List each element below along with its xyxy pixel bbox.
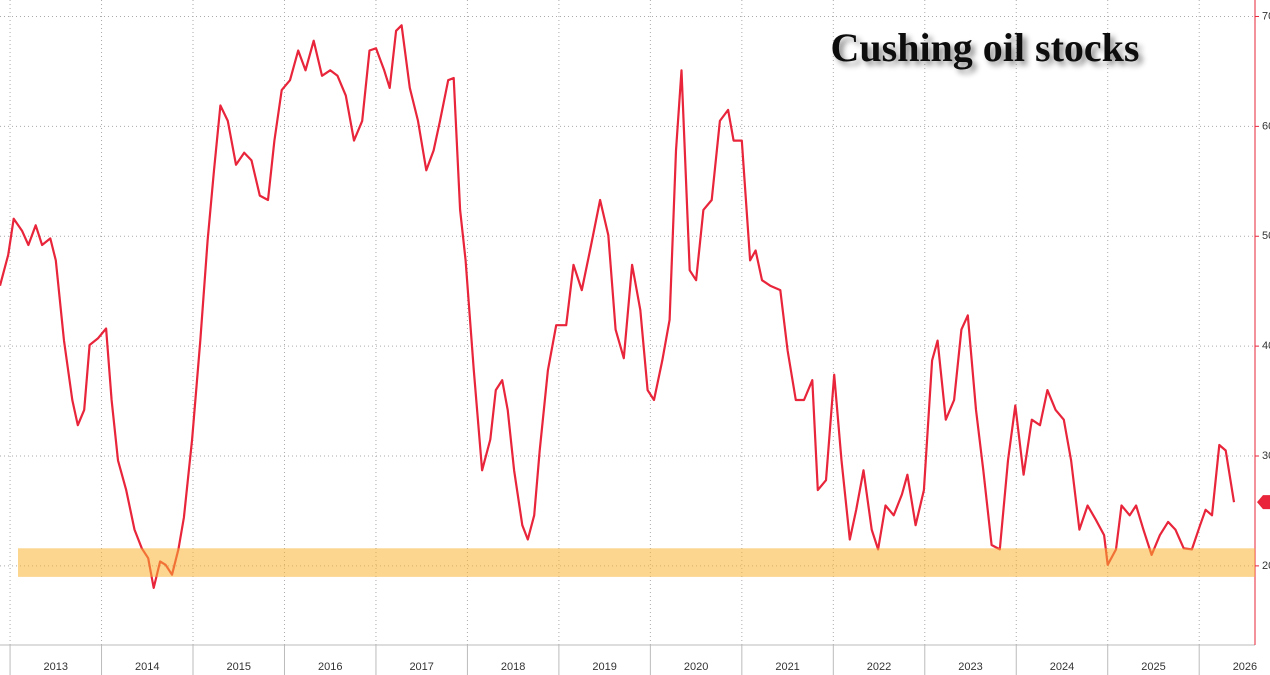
- x-tick-label: 2023: [958, 661, 982, 673]
- x-tick-label: 2016: [318, 661, 342, 673]
- y-tick-label: 60: [1262, 120, 1270, 132]
- last-value-marker: [1257, 495, 1270, 510]
- x-tick-label: 2013: [44, 661, 68, 673]
- x-tick-label: 2021: [775, 661, 799, 673]
- x-tick-label: 2018: [501, 661, 525, 673]
- x-tick-label: 2025: [1141, 661, 1165, 673]
- x-tick-label: 2019: [592, 661, 616, 673]
- x-tick-label: 2026: [1233, 661, 1257, 673]
- x-tick-label: 2015: [227, 661, 251, 673]
- y-tick-label: 20: [1262, 560, 1270, 572]
- y-tick-label: 50: [1262, 230, 1270, 242]
- y-tick-label: 40: [1262, 340, 1270, 352]
- x-tick-label: 2024: [1050, 661, 1074, 673]
- x-tick-label: 2022: [867, 661, 891, 673]
- chart-title: Cushing oil stocks: [831, 25, 1140, 70]
- x-tick-label: 2014: [135, 661, 159, 673]
- x-tick-label: 2020: [684, 661, 708, 673]
- highlight-band: [18, 548, 1255, 577]
- y-tick-label: 30: [1262, 450, 1270, 462]
- y-tick-label: 70: [1262, 10, 1270, 22]
- series-line: [0, 24, 1236, 590]
- x-tick-label: 2017: [409, 661, 433, 673]
